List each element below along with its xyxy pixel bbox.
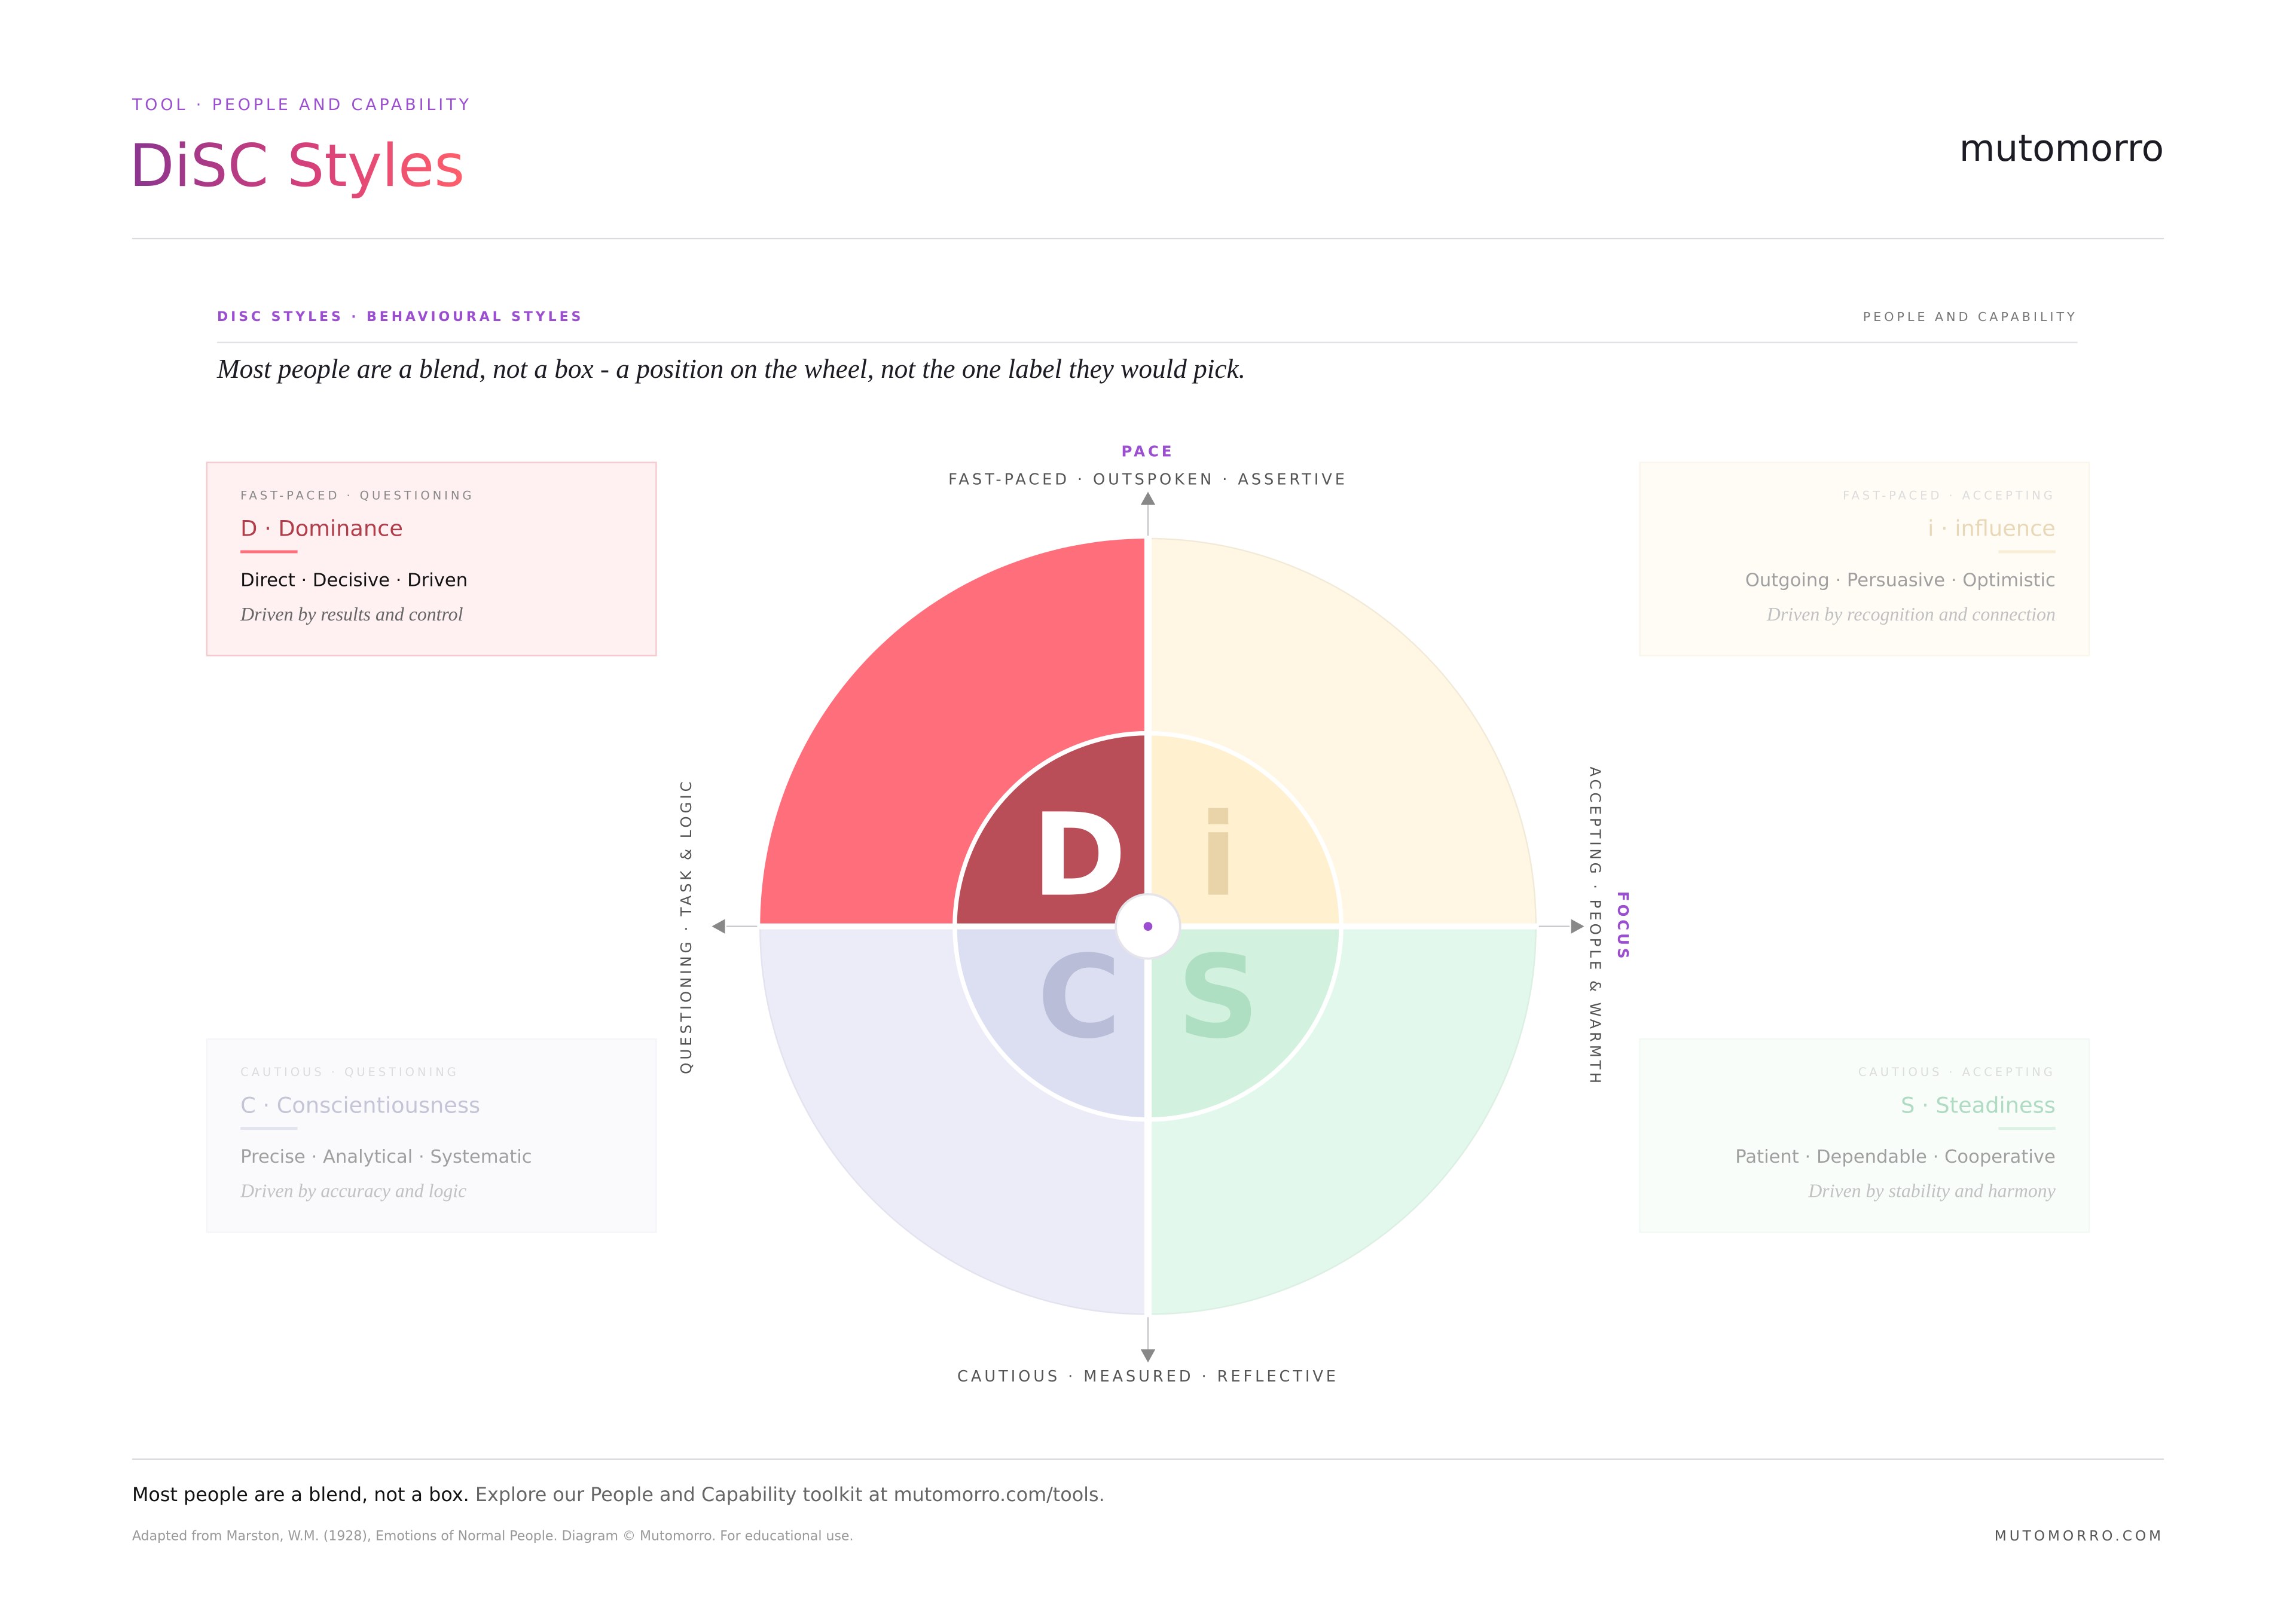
card-motivation: Driven by results and control bbox=[240, 604, 463, 625]
footer-site: MUTOMORRO.COM bbox=[1995, 1528, 2164, 1544]
header-eyebrow: TOOL · PEOPLE AND CAPABILITY bbox=[132, 96, 472, 114]
card-eyebrow: FAST-PACED · QUESTIONING bbox=[240, 488, 474, 502]
card-s: CAUTIOUS · ACCEPTING S · Steadiness Pati… bbox=[1639, 1038, 2090, 1233]
footer-credit: Adapted from Marston, W.M. (1928), Emoti… bbox=[132, 1529, 853, 1544]
axis-title-focus: FOCUS bbox=[1614, 891, 1632, 961]
axis-title-pace: PACE bbox=[1122, 442, 1175, 460]
arrow-right bbox=[1571, 919, 1584, 934]
brand: mutomorro bbox=[1959, 127, 2164, 170]
card-traits: Patient · Dependable · Cooperative bbox=[1735, 1147, 2056, 1167]
card-eyebrow: FAST-PACED · ACCEPTING bbox=[1843, 488, 2056, 502]
card-d: FAST-PACED · QUESTIONING D · Dominance D… bbox=[206, 461, 657, 656]
card-underline bbox=[1998, 1127, 2056, 1130]
arrow-left bbox=[712, 919, 725, 934]
card-title: D · Dominance bbox=[240, 516, 403, 542]
footer-text: Explore our People and Capability toolki… bbox=[475, 1483, 1105, 1506]
arrow-down bbox=[1140, 1349, 1156, 1363]
card-eyebrow: CAUTIOUS · QUESTIONING bbox=[240, 1065, 459, 1079]
center-dot bbox=[1143, 922, 1153, 931]
footer-lead: Most people are a blend, not a box. bbox=[132, 1483, 469, 1506]
card-bg bbox=[206, 1038, 657, 1233]
header-title: DiSC Styles bbox=[129, 132, 465, 200]
card-title: i · influence bbox=[1928, 516, 2056, 542]
axis-label-bottom: CAUTIOUS · MEASURED · REFLECTIVE bbox=[957, 1368, 1339, 1386]
card-traits: Outgoing · Persuasive · Optimistic bbox=[1745, 570, 2056, 591]
card-i: FAST-PACED · ACCEPTING i · influence Out… bbox=[1639, 461, 2090, 656]
letter-c: C bbox=[1037, 931, 1121, 1064]
axes bbox=[726, 505, 1570, 1350]
card-title: S · Steadiness bbox=[1901, 1092, 2056, 1118]
card-bg bbox=[206, 461, 657, 656]
card-underline bbox=[240, 1127, 298, 1130]
disc-wheel: D i C S bbox=[757, 536, 1539, 1318]
card-bg bbox=[1639, 1038, 2090, 1233]
quadrant-d-inner bbox=[954, 733, 1148, 927]
axis-label-right: ACCEPTING · PEOPLE & WARMTH bbox=[1587, 766, 1604, 1086]
card-c: CAUTIOUS · QUESTIONING C · Conscientious… bbox=[206, 1038, 657, 1233]
card-traits: Direct · Decisive · Driven bbox=[240, 570, 468, 591]
arrow-up bbox=[1140, 491, 1156, 505]
quadrant-s-inner bbox=[1148, 926, 1342, 1120]
card-motivation: Driven by accuracy and logic bbox=[240, 1181, 466, 1202]
card-motivation: Driven by recognition and connection bbox=[1766, 604, 2056, 625]
letter-i: i bbox=[1199, 790, 1238, 922]
card-underline bbox=[240, 550, 298, 554]
section-eyebrow: DISC STYLES · BEHAVIOURAL STYLES bbox=[217, 310, 584, 325]
card-eyebrow: CAUTIOUS · ACCEPTING bbox=[1858, 1065, 2056, 1079]
card-bg bbox=[1639, 461, 2090, 656]
footer-line: Most people are a blend, not a box. Expl… bbox=[132, 1483, 1105, 1506]
letter-s: S bbox=[1177, 931, 1260, 1064]
quadrant-c-inner bbox=[954, 926, 1148, 1120]
card-title: C · Conscientiousness bbox=[240, 1092, 480, 1118]
card-underline bbox=[1998, 550, 2056, 554]
letter-d: D bbox=[1032, 790, 1127, 922]
axis-label-top: FAST-PACED · OUTSPOKEN · ASSERTIVE bbox=[948, 470, 1348, 488]
section-tag: PEOPLE AND CAPABILITY bbox=[1863, 310, 2078, 324]
section-quote: Most people are a blend, not a box - a p… bbox=[216, 354, 1245, 384]
card-motivation: Driven by stability and harmony bbox=[1808, 1181, 2056, 1202]
card-traits: Precise · Analytical · Systematic bbox=[240, 1147, 532, 1167]
axis-label-left: QUESTIONING · TASK & LOGIC bbox=[677, 779, 695, 1074]
quadrant-i-inner bbox=[1148, 733, 1342, 927]
